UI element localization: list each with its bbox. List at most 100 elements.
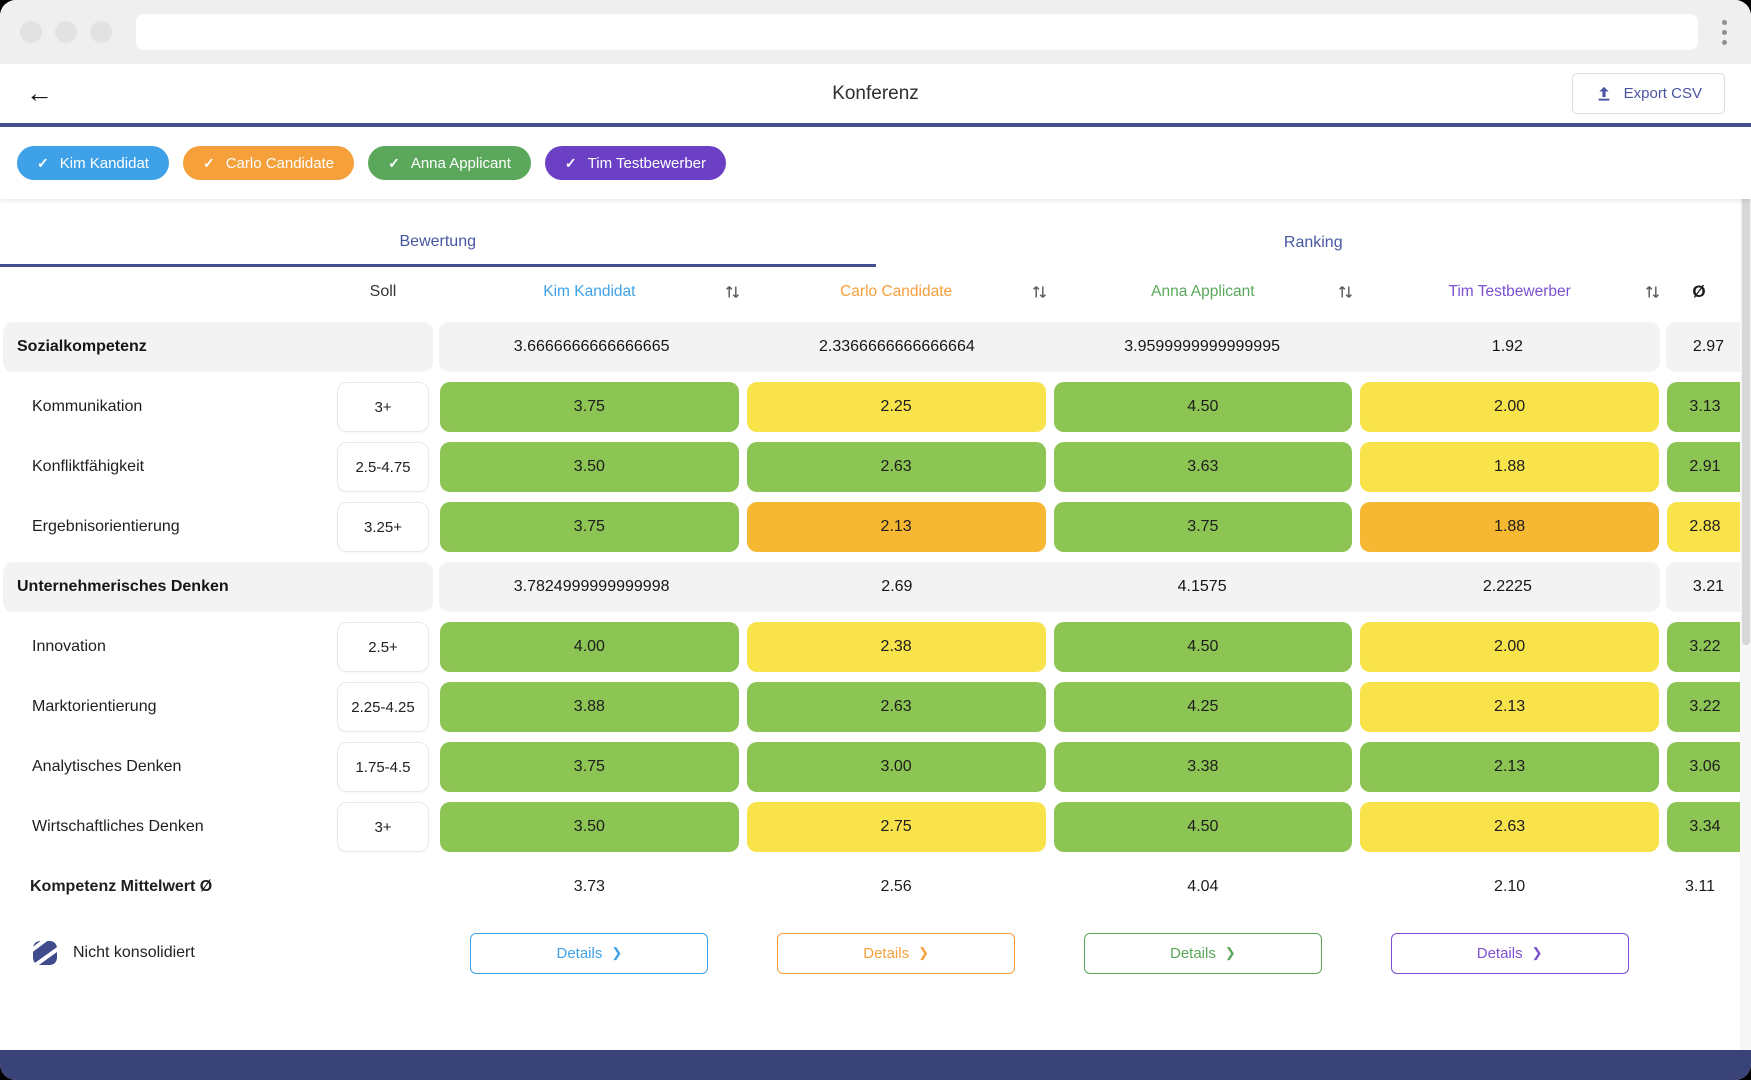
soll-value: 3+: [337, 382, 429, 432]
soll-value: 3+: [337, 802, 429, 852]
score-cell: 3.75: [440, 742, 739, 792]
sort-icon[interactable]: [1031, 285, 1048, 300]
score-cell: 1.88: [1360, 442, 1659, 492]
soll-value: 2.25-4.25: [337, 682, 429, 732]
table-body: Sozialkompetenz 3.6666666666666665 2.33666…: [0, 317, 1751, 857]
table-row: Sozialkompetenz 3.6666666666666665 2.33666…: [0, 317, 1751, 377]
check-icon: ✓: [388, 154, 400, 171]
candidate-chip-label: Kim Kandidat: [59, 154, 149, 172]
group-value: 2.69: [881, 578, 913, 595]
soll-value: 1.75-4.5: [337, 742, 429, 792]
table-header-row: Soll Kim Kandidat Carlo Candidate Anna Appl…: [0, 267, 1751, 317]
back-button[interactable]: ←: [26, 78, 53, 108]
app-header: ← Konferenz Export CSV: [0, 64, 1751, 127]
tab-ranking[interactable]: Ranking: [1283, 234, 1343, 251]
group-label-band: Sozialkompetenz: [3, 322, 433, 372]
soll-value: 2.5+: [337, 622, 429, 672]
competency-label: Innovation: [32, 638, 106, 655]
score-cell: 3.88: [440, 682, 739, 732]
window-dot: [90, 21, 112, 43]
details-button[interactable]: Details ❯: [470, 932, 709, 974]
candidate-chip[interactable]: ✓ Tim Testbewerber: [544, 146, 727, 180]
score-cell: 2.38: [746, 622, 1046, 672]
score-cell: 3.00: [746, 742, 1046, 792]
avg-header: Ø: [1692, 282, 1706, 301]
tab-bar: Bewertung Ranking: [0, 219, 1751, 267]
check-icon: ✓: [564, 154, 577, 171]
window-control-dots: [20, 21, 112, 43]
score-cell: 2.13: [1360, 682, 1659, 732]
tab-bewertung[interactable]: Bewertung: [0, 219, 876, 267]
score-cell: 2.63: [746, 682, 1046, 732]
soll-value: 3.25+: [337, 502, 429, 552]
group-label: Unternehmerisches Denken: [17, 578, 229, 595]
score-cell: 2.13: [746, 502, 1046, 552]
sort-icon[interactable]: [1337, 285, 1354, 300]
score-cell: 4.25: [1053, 682, 1353, 732]
score-cell: 4.00: [440, 622, 739, 672]
scrollbar[interactable]: [1740, 131, 1751, 1050]
table-row: Unternehmerisches Denken 3.78249999999999…: [0, 557, 1751, 617]
details-button[interactable]: Details ❯: [1083, 932, 1322, 974]
candidate-name: Carlo Candidate: [840, 283, 953, 300]
score-cell: 2.00: [1360, 622, 1659, 672]
score-cell: 2.00: [1360, 382, 1659, 432]
upload-icon: [1598, 86, 1609, 101]
check-icon: ✓: [202, 154, 215, 171]
page-title: Konferenz: [832, 82, 919, 104]
score-cell: 3.38: [1053, 742, 1353, 792]
soll-header: Soll: [369, 283, 397, 300]
avg-score-cell: 3.22: [1667, 682, 1751, 732]
chevron-right-icon: ❯: [1224, 945, 1236, 960]
competency-label: Marktorientierung: [32, 698, 157, 715]
mean-avg-value: 3.11: [1685, 878, 1715, 895]
group-label: Sozialkompetenz: [17, 338, 147, 355]
score-cell: 4.50: [1053, 382, 1353, 432]
group-value: 2.3366666666666664: [819, 338, 975, 355]
sort-icon[interactable]: [1644, 285, 1661, 300]
candidate-chip[interactable]: ✓ Kim Kandidat: [17, 146, 169, 180]
competency-label: Wirtschaftliches Denken: [32, 818, 204, 835]
table-row: Ergebnisorientierung 3.25+ 3.75 2.13 3.75 1.8…: [0, 497, 1751, 557]
details-button-label: Details: [1169, 944, 1216, 962]
table-row: Marktorientierung 2.25-4.25 3.88 2.63 4.25 2.…: [0, 677, 1751, 737]
mean-value: 4.04: [1187, 878, 1219, 895]
avg-score-cell: 2.91: [1667, 442, 1751, 492]
score-cell: 3.50: [440, 802, 739, 852]
mean-value: 2.56: [880, 878, 912, 895]
window-dot: [55, 21, 77, 43]
browser-menu-icon[interactable]: [1718, 16, 1731, 49]
candidate-chip[interactable]: ✓ Anna Applicant: [368, 146, 531, 180]
score-cell: 2.13: [1360, 742, 1659, 792]
candidate-chip[interactable]: ✓ Carlo Candidate: [182, 146, 355, 180]
details-button[interactable]: Details ❯: [777, 932, 1016, 974]
score-cell: 4.50: [1053, 802, 1353, 852]
avg-score-cell: 3.22: [1667, 622, 1751, 672]
details-button[interactable]: Details ❯: [1390, 932, 1629, 974]
avg-score-cell: 3.06: [1667, 742, 1751, 792]
score-cell: 3.75: [1053, 502, 1353, 552]
group-value: 3.7824999999999998: [513, 578, 670, 595]
score-cell: 3.63: [1053, 442, 1353, 492]
mean-value: 2.10: [1494, 878, 1526, 895]
candidate-chip-label: Carlo Candidate: [225, 154, 335, 172]
competency-label: Kommunikation: [32, 398, 143, 415]
mean-row-label: Kompetenz Mittelwert Ø: [30, 878, 213, 895]
url-bar[interactable]: [136, 14, 1698, 50]
legend: Nicht konsolidiert: [0, 938, 436, 968]
group-value: 3.6666666666666665: [513, 338, 670, 355]
competency-label: Analytisches Denken: [32, 758, 182, 775]
not-consolidated-icon: [33, 941, 57, 965]
candidate-chips-bar: ✓ Kim Kandidat ✓ Carlo Candidate ✓ Anna Appli…: [0, 127, 1751, 199]
score-cell: 2.25: [746, 382, 1046, 432]
score-cell: 2.75: [746, 802, 1046, 852]
score-cell: 1.88: [1360, 502, 1659, 552]
scrollbar-thumb[interactable]: [1741, 165, 1750, 645]
chevron-right-icon: ❯: [918, 945, 929, 960]
export-csv-button[interactable]: Export CSV: [1571, 73, 1725, 114]
candidate-header: Anna Applicant: [1050, 283, 1357, 301]
check-icon: ✓: [37, 154, 49, 171]
bottom-accent-bar: [0, 1050, 1751, 1080]
sort-icon[interactable]: [724, 285, 741, 300]
